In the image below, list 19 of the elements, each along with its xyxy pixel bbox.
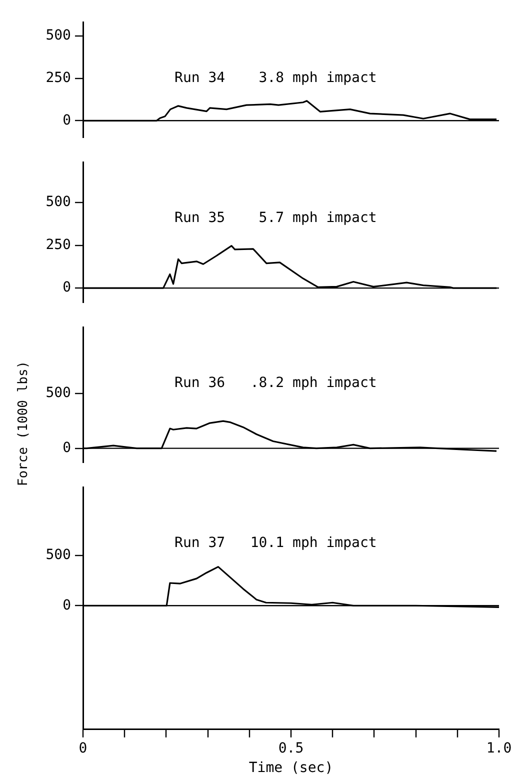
y-tick-label: 250	[46, 236, 71, 253]
text: Run 34 3.8 mph impact	[174, 70, 377, 86]
y-tick-label: 0	[62, 440, 71, 456]
text: Run 35 5.7 mph impact	[174, 210, 377, 226]
y-tick-label: 500	[46, 384, 71, 401]
x-tick-label: 1.0	[486, 740, 512, 756]
y-tick-label: 0	[62, 597, 71, 614]
y-tick-label: 0	[62, 112, 71, 128]
y-tick-label: 500	[46, 28, 71, 44]
x-tick-label: 0	[78, 740, 88, 756]
text: Run 36 .8.2 mph impact	[174, 375, 377, 392]
y-tick-label: 250	[46, 70, 71, 86]
y-axis-title: Force (1000 lbs)	[16, 361, 32, 486]
x-tick-label: 0.5	[278, 740, 304, 756]
y-tick-label: 0	[62, 280, 71, 296]
text: Run 37 10.1 mph impact	[174, 535, 377, 552]
y-tick-label: 500	[46, 546, 71, 563]
y-tick-label: 500	[46, 194, 71, 210]
x-axis-title: Time (sec)	[248, 760, 334, 776]
